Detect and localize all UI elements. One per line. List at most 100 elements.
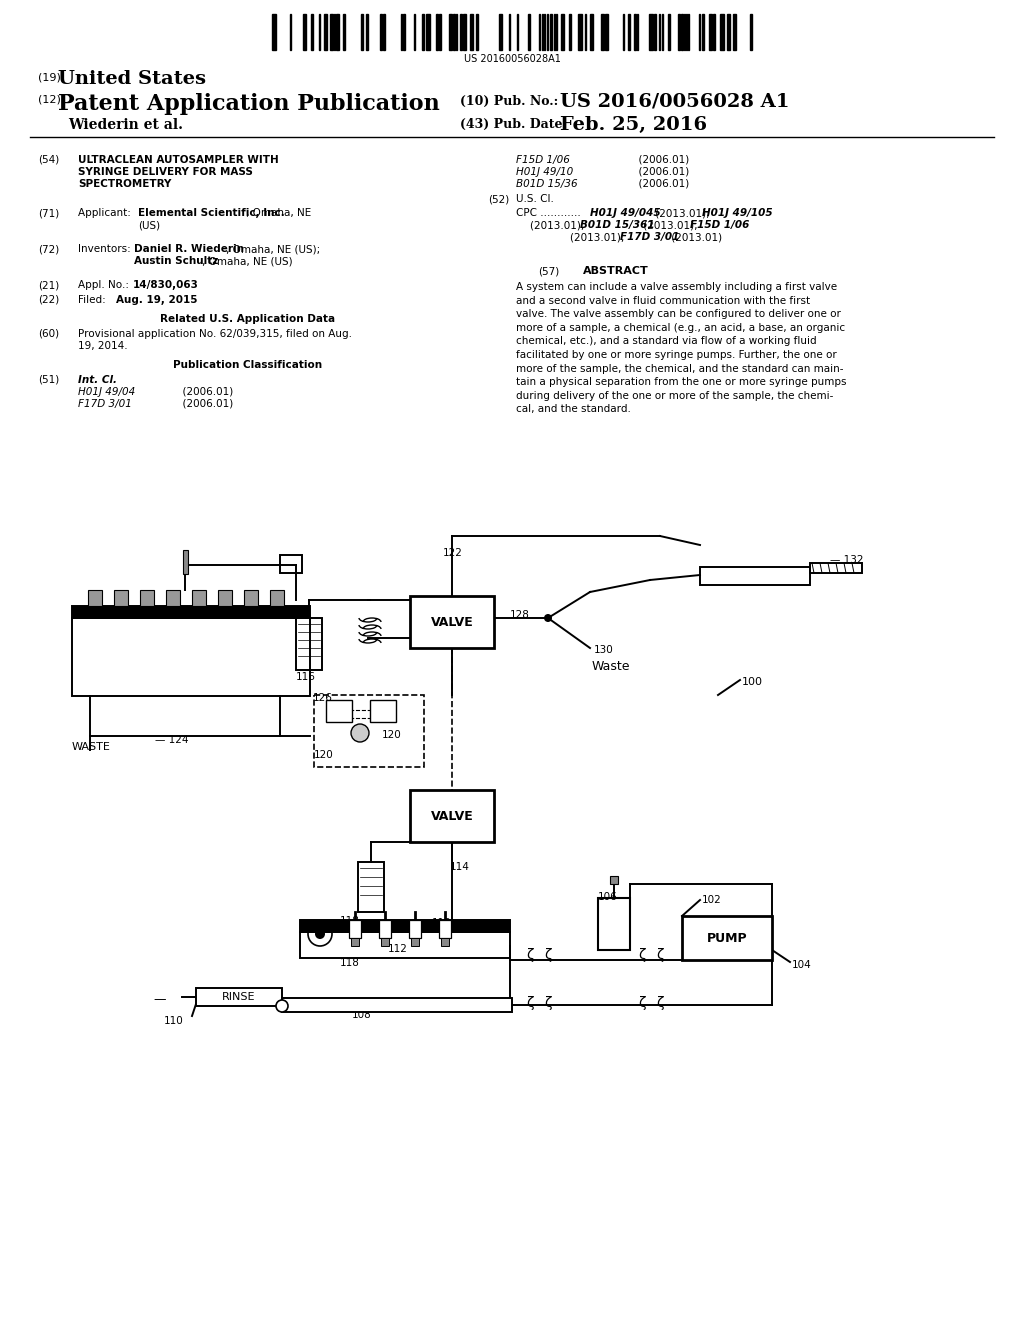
Text: H01J 49/10: H01J 49/10 bbox=[516, 168, 573, 177]
Text: Daniel R. Wiederin: Daniel R. Wiederin bbox=[134, 244, 244, 253]
Bar bbox=[463, 15, 466, 50]
Text: Wiederin et al.: Wiederin et al. bbox=[68, 117, 183, 132]
Bar bbox=[668, 15, 670, 50]
Text: (71): (71) bbox=[38, 209, 59, 218]
Text: 19, 2014.: 19, 2014. bbox=[78, 341, 128, 351]
Bar bbox=[272, 15, 276, 50]
Bar bbox=[349, 920, 361, 939]
Bar bbox=[343, 15, 345, 50]
Text: Publication Classification: Publication Classification bbox=[173, 360, 323, 370]
Bar bbox=[326, 700, 352, 722]
Text: 120: 120 bbox=[314, 750, 334, 760]
Text: (52): (52) bbox=[488, 194, 509, 205]
Bar bbox=[727, 15, 730, 50]
Text: 120: 120 bbox=[382, 730, 401, 741]
Bar bbox=[303, 15, 306, 50]
Bar bbox=[439, 15, 441, 50]
Bar bbox=[361, 15, 362, 50]
Bar bbox=[470, 15, 473, 50]
Bar bbox=[300, 920, 510, 932]
Text: 128: 128 bbox=[510, 610, 529, 620]
Bar bbox=[654, 15, 656, 50]
Bar bbox=[598, 898, 630, 950]
Text: (2013.01): (2013.01) bbox=[668, 232, 722, 242]
Text: Feb. 25, 2016: Feb. 25, 2016 bbox=[560, 116, 708, 135]
Bar bbox=[218, 590, 232, 606]
Bar bbox=[628, 15, 630, 50]
Text: (2006.01): (2006.01) bbox=[150, 399, 233, 409]
Bar bbox=[422, 15, 424, 50]
Bar bbox=[460, 15, 462, 50]
Text: Int. Cl.: Int. Cl. bbox=[78, 375, 117, 385]
Text: 130: 130 bbox=[594, 645, 613, 655]
Bar bbox=[311, 15, 313, 50]
Bar bbox=[282, 998, 512, 1012]
Bar bbox=[409, 920, 421, 939]
Text: (22): (22) bbox=[38, 294, 59, 305]
Text: B01D 15/36: B01D 15/36 bbox=[516, 180, 578, 189]
Bar bbox=[88, 590, 102, 606]
Text: , Omaha, NE (US): , Omaha, NE (US) bbox=[202, 256, 293, 267]
Text: ζ: ζ bbox=[656, 997, 664, 1010]
Bar bbox=[379, 920, 391, 939]
Bar bbox=[72, 606, 310, 618]
Text: (2006.01): (2006.01) bbox=[606, 168, 689, 177]
Text: 108: 108 bbox=[352, 1010, 372, 1020]
Bar bbox=[193, 590, 206, 606]
Text: Applicant:: Applicant: bbox=[78, 209, 137, 218]
Bar bbox=[380, 15, 382, 50]
Bar bbox=[280, 554, 302, 573]
Text: Patent Application Publication: Patent Application Publication bbox=[58, 92, 439, 115]
Text: 102: 102 bbox=[702, 895, 722, 906]
Text: U.S. Cl.: U.S. Cl. bbox=[516, 194, 554, 205]
Text: F17D 3/01: F17D 3/01 bbox=[78, 399, 132, 409]
Bar bbox=[72, 618, 310, 696]
Bar bbox=[720, 15, 724, 50]
Bar bbox=[590, 15, 593, 50]
Bar bbox=[610, 876, 618, 884]
Bar bbox=[366, 15, 368, 50]
Text: Elemental Scientific, Inc.: Elemental Scientific, Inc. bbox=[138, 209, 285, 218]
Text: (60): (60) bbox=[38, 329, 59, 339]
Bar bbox=[681, 15, 683, 50]
Text: 106: 106 bbox=[598, 892, 617, 902]
Text: 122: 122 bbox=[443, 548, 463, 558]
Text: (72): (72) bbox=[38, 244, 59, 253]
Bar bbox=[601, 15, 604, 50]
Text: ζ: ζ bbox=[544, 997, 552, 1010]
Bar bbox=[709, 15, 712, 50]
Text: ζ: ζ bbox=[526, 997, 534, 1010]
Text: F15D 1/06: F15D 1/06 bbox=[516, 154, 570, 165]
Text: ζ: ζ bbox=[526, 948, 534, 962]
Text: Aug. 19, 2015: Aug. 19, 2015 bbox=[116, 294, 198, 305]
Text: 116: 116 bbox=[296, 672, 315, 682]
Bar bbox=[649, 15, 653, 50]
Bar bbox=[605, 15, 608, 50]
Bar bbox=[426, 15, 430, 50]
Text: (2006.01): (2006.01) bbox=[150, 387, 233, 397]
Bar bbox=[702, 15, 705, 50]
Bar bbox=[499, 15, 502, 50]
Text: (2006.01): (2006.01) bbox=[606, 180, 689, 189]
Text: B01D 15/361: B01D 15/361 bbox=[580, 220, 654, 230]
Text: 112: 112 bbox=[432, 917, 452, 928]
Bar bbox=[410, 597, 494, 648]
Bar bbox=[140, 590, 154, 606]
Text: (2013.01);: (2013.01); bbox=[652, 209, 713, 218]
Text: Inventors:: Inventors: bbox=[78, 244, 137, 253]
Circle shape bbox=[276, 1001, 288, 1012]
Text: Provisional application No. 62/039,315, filed on Aug.: Provisional application No. 62/039,315, … bbox=[78, 329, 352, 339]
Bar bbox=[733, 15, 736, 50]
Bar bbox=[678, 15, 680, 50]
Text: (10) Pub. No.:: (10) Pub. No.: bbox=[460, 95, 558, 108]
Bar bbox=[370, 700, 396, 722]
Text: VALVE: VALVE bbox=[431, 615, 473, 628]
Bar bbox=[183, 550, 188, 574]
Text: (2013.01);: (2013.01); bbox=[570, 232, 628, 242]
Text: —: — bbox=[154, 993, 170, 1006]
Text: F17D 3/01: F17D 3/01 bbox=[620, 232, 679, 242]
Bar bbox=[270, 590, 284, 606]
Bar bbox=[441, 939, 449, 946]
Circle shape bbox=[351, 723, 369, 742]
Text: 100: 100 bbox=[742, 677, 763, 686]
